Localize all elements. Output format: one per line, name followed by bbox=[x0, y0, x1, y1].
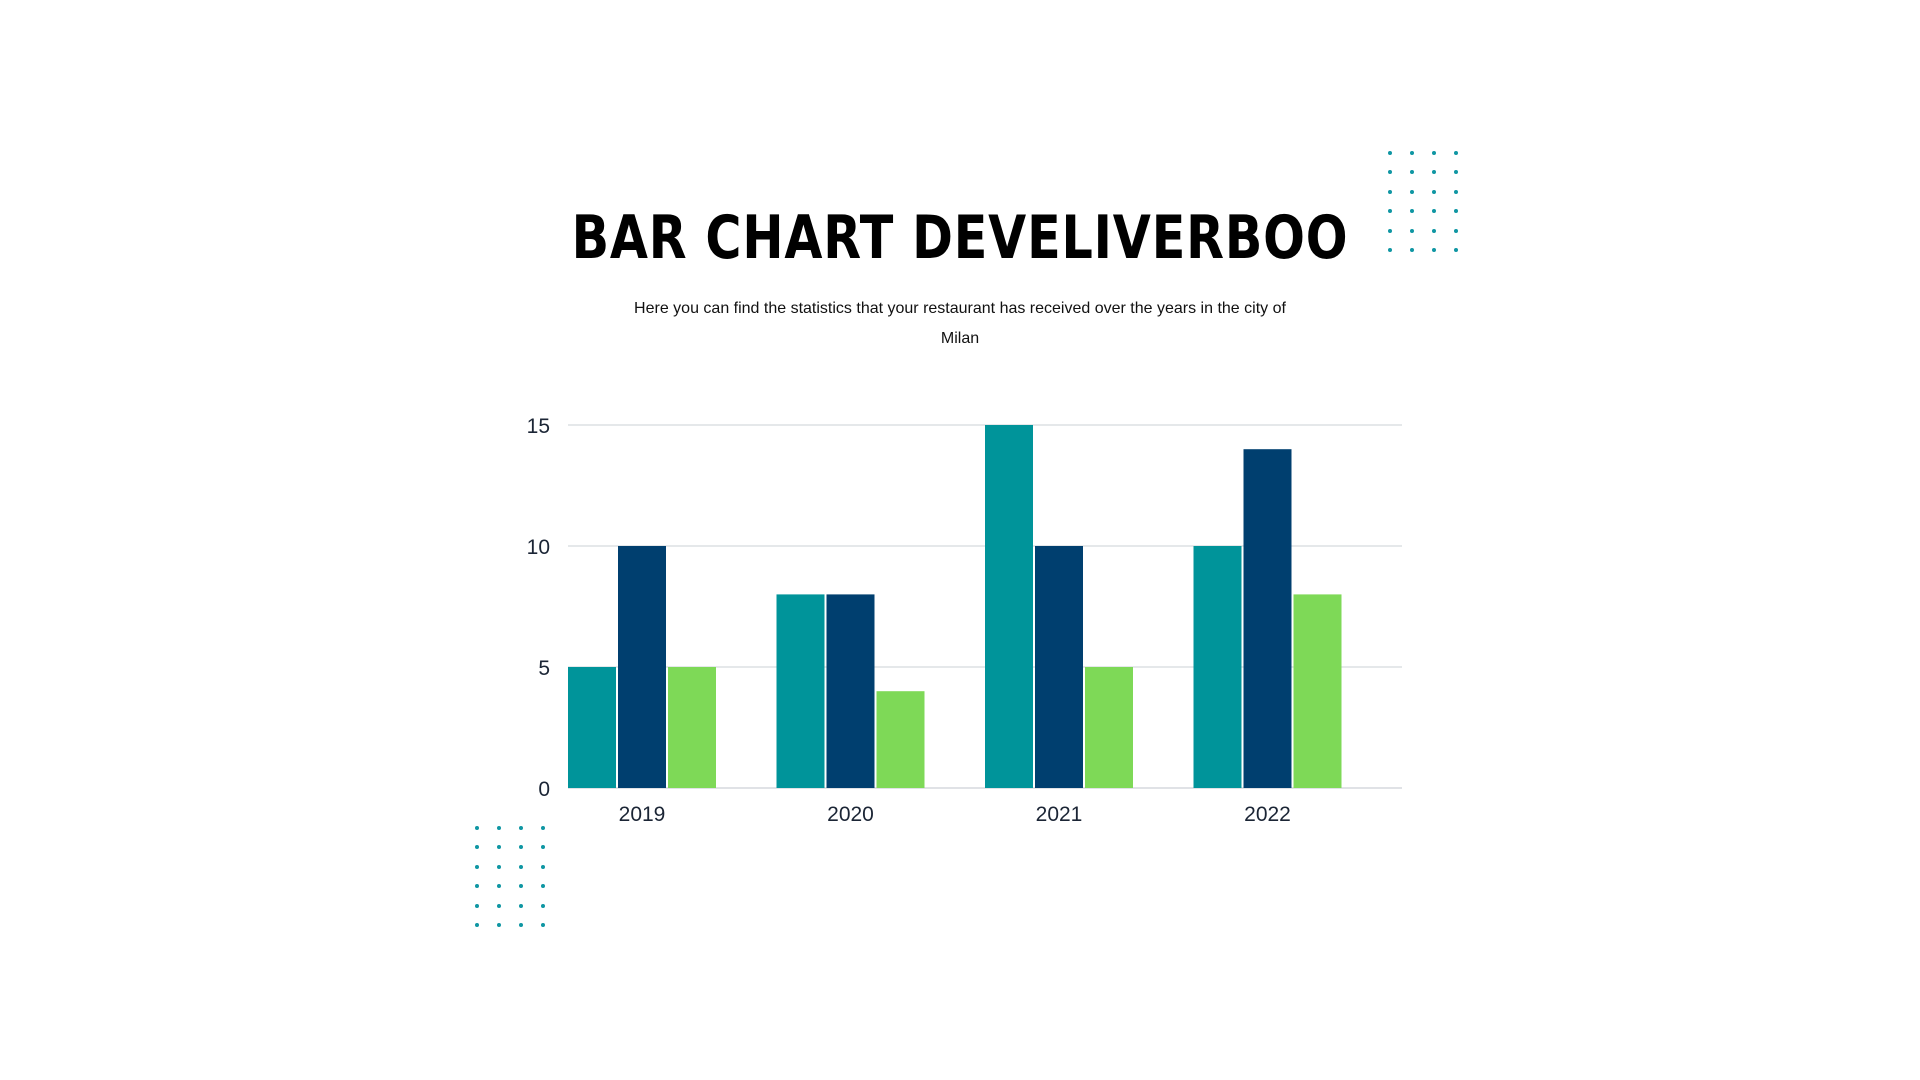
decorative-dot bbox=[1388, 228, 1392, 233]
bar-2019-series-2 bbox=[618, 546, 666, 788]
decorative-dot bbox=[541, 826, 545, 830]
decorative-dot bbox=[519, 864, 523, 869]
decorative-dot bbox=[475, 922, 479, 927]
decorative-dot bbox=[541, 884, 545, 889]
decorative-dot bbox=[475, 884, 479, 889]
decorative-dot bbox=[1454, 228, 1458, 233]
y-tick-label: 0 bbox=[538, 778, 550, 801]
decorative-dot bbox=[497, 884, 501, 889]
decorative-dot bbox=[1410, 228, 1414, 233]
decorative-dot bbox=[475, 845, 479, 850]
chart-subtitle: Here you can find the statistics that yo… bbox=[634, 300, 1286, 347]
decorative-dot bbox=[1454, 189, 1458, 194]
decorative-dot bbox=[519, 903, 523, 908]
bar-2021-series-1 bbox=[985, 425, 1033, 788]
bar-2021-series-2 bbox=[1035, 546, 1083, 788]
decorative-dot bbox=[1410, 170, 1414, 175]
x-tick-label: 2020 bbox=[827, 803, 874, 826]
x-tick-label: 2021 bbox=[1036, 803, 1083, 826]
bar-2019-series-1 bbox=[568, 667, 616, 788]
decorative-dot bbox=[519, 826, 523, 830]
decorative-dot bbox=[1410, 189, 1414, 194]
y-tick-label: 10 bbox=[527, 536, 550, 559]
decorative-dot bbox=[1410, 151, 1414, 155]
decorative-dot bbox=[1432, 209, 1436, 214]
decorative-dot bbox=[1454, 209, 1458, 214]
decorative-dot bbox=[497, 922, 501, 927]
decorative-dot bbox=[519, 884, 523, 889]
chart-title: BAR CHART DEVELIVERBOO bbox=[571, 203, 1349, 273]
bar-2021-series-3 bbox=[1085, 667, 1133, 788]
bar-2022-series-1 bbox=[1193, 546, 1242, 788]
decorative-dot bbox=[1388, 209, 1392, 214]
decorative-dot bbox=[541, 864, 545, 869]
x-tick-label: 2019 bbox=[619, 803, 666, 826]
decorative-dot bbox=[519, 845, 523, 850]
decorative-dot bbox=[475, 903, 479, 908]
decorative-dot bbox=[1454, 170, 1458, 175]
y-tick-label: 5 bbox=[538, 657, 550, 680]
decorative-dot bbox=[475, 826, 479, 830]
decorative-dot bbox=[1432, 189, 1436, 194]
y-tick-label: 15 bbox=[527, 415, 550, 438]
decorative-dot bbox=[497, 826, 501, 830]
bar-2020-series-3 bbox=[876, 691, 925, 788]
bar-2022-series-2 bbox=[1243, 449, 1292, 788]
decorative-dot bbox=[497, 845, 501, 850]
bar-2019-series-3 bbox=[668, 667, 716, 788]
decorative-dot bbox=[1388, 170, 1392, 175]
decorative-dot-grid-top bbox=[1388, 151, 1460, 252]
decorative-dot bbox=[1432, 247, 1436, 252]
bars bbox=[568, 425, 1342, 788]
decorative-dot bbox=[497, 903, 501, 908]
axes: 0 5 10 15 2019 2020 2021 2022 bbox=[527, 415, 1291, 826]
decorative-dot-grid-bottom bbox=[475, 826, 547, 927]
decorative-dot bbox=[519, 922, 523, 927]
decorative-dot bbox=[541, 903, 545, 908]
decorative-dot bbox=[497, 864, 501, 869]
decorative-dot bbox=[1454, 247, 1458, 252]
decorative-dot bbox=[475, 864, 479, 869]
decorative-dot bbox=[1388, 189, 1392, 194]
decorative-dot bbox=[1432, 228, 1436, 233]
decorative-dot bbox=[1410, 209, 1414, 214]
bar-2020-series-1 bbox=[776, 594, 825, 788]
decorative-dot bbox=[1432, 151, 1436, 155]
decorative-dot bbox=[1454, 151, 1458, 155]
decorative-dot bbox=[1432, 170, 1436, 175]
decorative-dot bbox=[1410, 247, 1414, 252]
bar-2022-series-3 bbox=[1293, 594, 1342, 788]
decorative-dot bbox=[541, 922, 545, 927]
decorative-dot bbox=[1388, 247, 1392, 252]
decorative-dot bbox=[1388, 151, 1392, 155]
bar-2020-series-2 bbox=[826, 594, 875, 788]
x-tick-label: 2022 bbox=[1244, 803, 1291, 826]
decorative-dot bbox=[541, 845, 545, 850]
